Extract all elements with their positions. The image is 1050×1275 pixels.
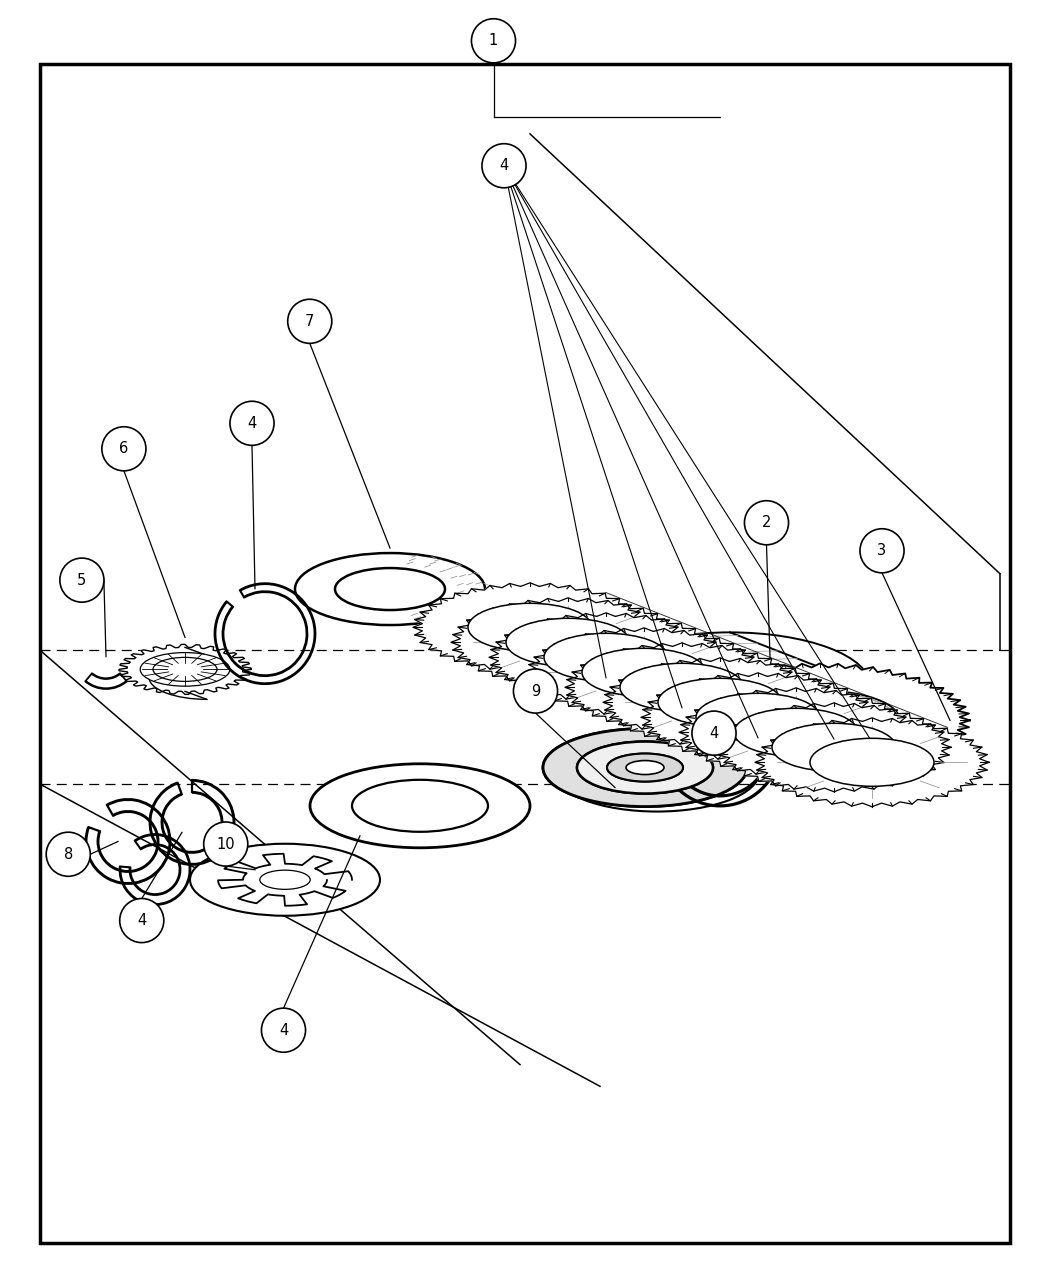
Circle shape <box>513 669 558 713</box>
Circle shape <box>692 711 736 755</box>
Ellipse shape <box>734 709 858 756</box>
Circle shape <box>60 558 104 602</box>
Ellipse shape <box>422 586 638 668</box>
Text: 4: 4 <box>138 913 146 928</box>
Text: 3: 3 <box>878 543 886 558</box>
Ellipse shape <box>650 676 866 759</box>
Circle shape <box>230 402 274 445</box>
Ellipse shape <box>536 631 752 713</box>
Ellipse shape <box>310 764 530 848</box>
Ellipse shape <box>607 754 682 782</box>
Polygon shape <box>670 663 970 778</box>
Ellipse shape <box>696 694 820 741</box>
Ellipse shape <box>740 690 900 751</box>
Circle shape <box>261 1009 306 1052</box>
Ellipse shape <box>544 634 668 681</box>
Polygon shape <box>603 658 837 747</box>
Ellipse shape <box>574 646 790 728</box>
Ellipse shape <box>460 602 676 683</box>
Ellipse shape <box>543 728 747 807</box>
Ellipse shape <box>141 653 230 686</box>
Circle shape <box>204 822 248 866</box>
Polygon shape <box>413 583 647 672</box>
Ellipse shape <box>764 722 980 803</box>
Circle shape <box>102 427 146 470</box>
Circle shape <box>860 529 904 572</box>
Ellipse shape <box>335 569 445 609</box>
Ellipse shape <box>582 648 706 696</box>
Ellipse shape <box>607 754 682 782</box>
Ellipse shape <box>468 603 592 652</box>
Ellipse shape <box>543 728 747 807</box>
Ellipse shape <box>119 644 251 695</box>
Ellipse shape <box>658 678 782 727</box>
Ellipse shape <box>506 618 630 667</box>
Ellipse shape <box>590 632 870 738</box>
Text: 4: 4 <box>248 416 256 431</box>
Text: 10: 10 <box>216 836 235 852</box>
Ellipse shape <box>153 658 217 681</box>
Ellipse shape <box>620 663 744 711</box>
Text: 9: 9 <box>531 683 540 699</box>
Text: 4: 4 <box>500 158 508 173</box>
Circle shape <box>120 899 164 942</box>
Polygon shape <box>218 854 352 905</box>
Ellipse shape <box>190 844 380 915</box>
Ellipse shape <box>626 761 664 774</box>
Text: 8: 8 <box>64 847 72 862</box>
Polygon shape <box>717 703 951 792</box>
Text: 5: 5 <box>78 572 86 588</box>
Polygon shape <box>565 643 799 732</box>
Circle shape <box>744 501 789 544</box>
Text: 4: 4 <box>279 1023 288 1038</box>
Polygon shape <box>640 673 875 761</box>
Circle shape <box>482 144 526 187</box>
Polygon shape <box>679 687 914 776</box>
Ellipse shape <box>726 706 942 788</box>
Text: 6: 6 <box>120 441 128 456</box>
Circle shape <box>471 19 516 62</box>
Ellipse shape <box>498 616 714 699</box>
Ellipse shape <box>295 553 485 625</box>
Ellipse shape <box>259 870 310 890</box>
Ellipse shape <box>352 780 488 831</box>
Text: 2: 2 <box>762 515 771 530</box>
Circle shape <box>288 300 332 343</box>
Polygon shape <box>755 718 989 807</box>
Polygon shape <box>489 613 723 701</box>
Ellipse shape <box>810 738 934 787</box>
Polygon shape <box>119 644 251 695</box>
Ellipse shape <box>612 662 828 743</box>
Text: 1: 1 <box>489 33 498 48</box>
Polygon shape <box>527 627 761 717</box>
Ellipse shape <box>578 742 713 793</box>
Ellipse shape <box>578 742 713 793</box>
Ellipse shape <box>772 723 896 771</box>
Ellipse shape <box>688 691 904 774</box>
Text: 7: 7 <box>306 314 314 329</box>
Circle shape <box>46 833 90 876</box>
Polygon shape <box>452 598 685 687</box>
Text: 4: 4 <box>710 725 718 741</box>
